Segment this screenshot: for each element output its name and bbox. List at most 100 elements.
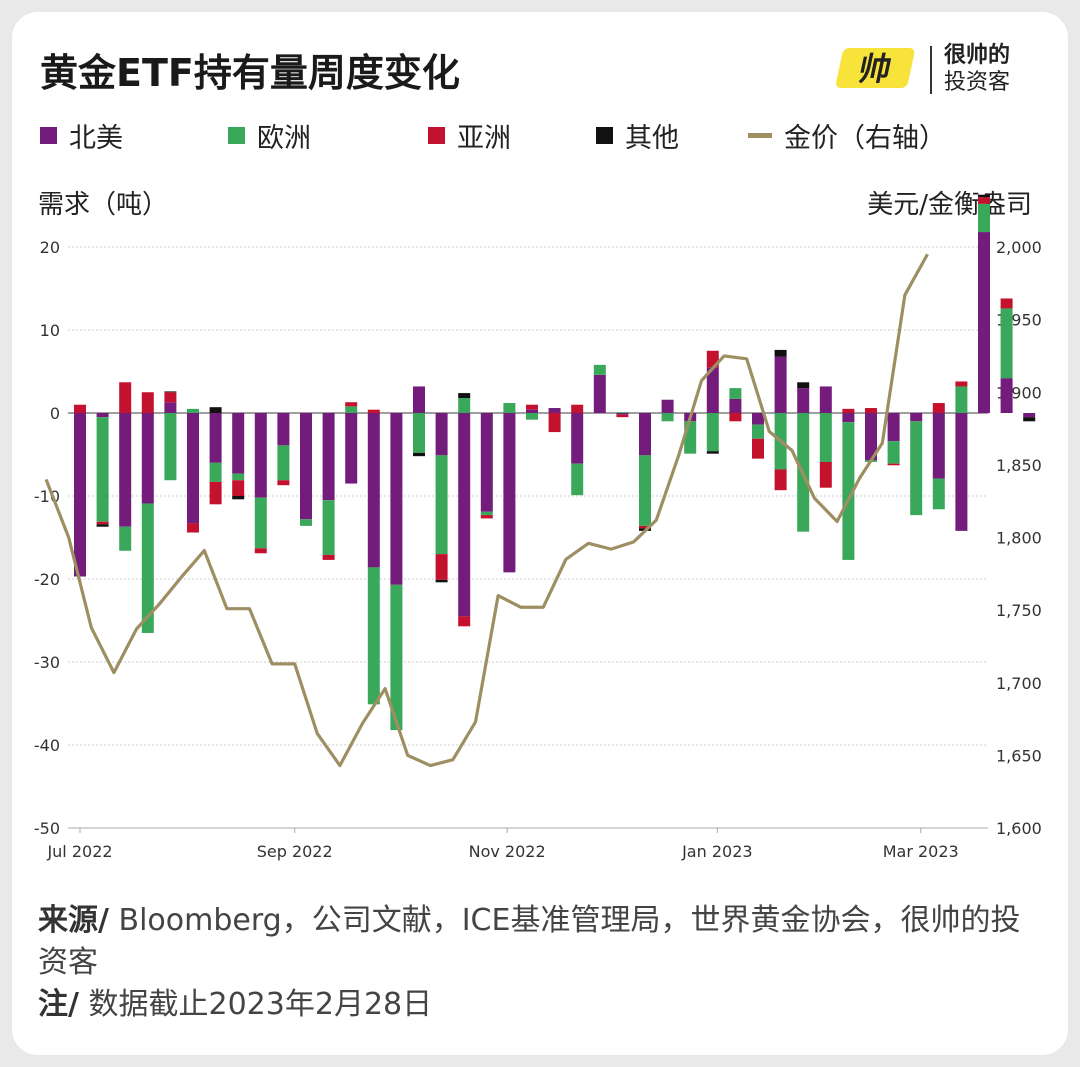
bar-segment [978,194,990,198]
bar-segment [480,413,493,512]
bar-segment [435,554,448,580]
bar-segment [1023,417,1036,422]
right-tick-label: 1,750 [996,601,1042,620]
bar-segment [435,413,448,456]
bar-segment [96,521,109,525]
bar-segment [797,388,810,413]
note-label: 注/ [38,987,79,1022]
brand-name-line2: 投资客 [944,70,1011,95]
bar-segment [164,391,177,393]
bar-segment [616,412,629,413]
right-tick-label: 2,000 [996,238,1042,257]
gold-price-line [44,253,929,768]
legend-line-gold-price [748,133,772,138]
bar-segment [842,408,855,413]
source-text: Bloomberg，公司文献，ICE基准管理局，世界黄金协会，很帅的投资客 [38,903,1021,980]
bar-segment [458,616,471,627]
bar-segment [322,500,335,555]
bar-segment [752,438,764,459]
bar-segment [232,413,245,474]
bar-segment [752,413,764,425]
bar-segment [413,452,425,457]
x-tick-label: Jul 2022 [46,842,112,861]
x-tick-label: Jan 2023 [681,842,752,861]
right-axis-title: 美元/金衡盎司 [867,190,1032,220]
note-line: 注/ 数据截止2023年2月28日 [38,984,1048,1026]
bar-segment [209,407,222,413]
left-axis-title: 需求（吨） [38,190,169,220]
brand-name-line1: 很帅的 [944,43,1011,68]
bar-segment [96,413,109,418]
legend-label-north-america: 北美 [69,123,123,154]
bar-segment [119,413,132,527]
bar-segment [616,414,629,418]
bar-segment [1000,378,1013,413]
bar-segment [887,441,900,464]
legend-swatch-asia [428,127,445,144]
bar-segment [865,413,877,461]
bar-segment [277,413,290,446]
bar-segment [910,413,923,422]
bar-segment [661,413,674,422]
bar-segment [571,413,584,464]
bar-segment [187,413,199,524]
bar-segment [661,399,674,413]
legend-swatch-north-america [40,127,57,144]
legend-item-europe: 欧洲 [228,116,311,155]
bar-segment [526,413,538,420]
bar-segment [367,409,380,413]
bar-segment [458,393,471,399]
bar-segment [526,409,538,413]
left-tick-label: -20 [34,570,60,589]
legend-item-other: 其他 [596,116,679,155]
bar-segment [209,481,222,505]
bar-segment [119,382,132,413]
bar-segment [1000,308,1013,379]
bar-segment [842,422,855,560]
note-text: 数据截止2023年2月28日 [78,987,433,1022]
bar-segment [910,421,923,516]
bar-segment [345,413,358,484]
legend-swatch-other [596,127,613,144]
bar-segment [164,413,177,481]
bar-segment [141,413,154,504]
bar-segment [752,424,764,439]
bar-segment [819,413,832,462]
bar-segment [842,413,855,423]
bar-segment [345,406,358,413]
bar-segment [706,413,719,452]
chart-card: 黄金ETF持有量周度变化 帅 很帅的 投资客 北美 欧洲 亚洲 其他 [12,12,1068,1055]
bar-segment [96,524,109,527]
brand-logo: 帅 很帅的 投资客 [824,36,1044,106]
bar-segment [322,413,335,501]
bar-segment [797,382,810,389]
bar-segment [96,417,109,522]
legend-label-europe: 欧洲 [257,123,311,154]
legend: 北美 欧洲 亚洲 其他 金价（右轴） [40,116,1040,156]
bar-segment [1000,298,1013,309]
bar-segment [254,548,267,554]
bar-segment [74,413,86,577]
bar-segment [887,413,900,442]
bar-segment [571,463,584,496]
bar-segment [480,515,493,519]
left-tick-label: -40 [34,736,60,755]
bar-segment [345,402,358,407]
bar-segment [819,386,832,413]
bar-segment [955,413,968,531]
bar-segment [254,497,267,549]
bar-segment [729,413,742,422]
bar-segment [74,404,86,413]
right-tick-label: 1,850 [996,456,1042,475]
bar-segment [955,381,968,387]
chart-title: 黄金ETF持有量周度变化 [40,51,460,95]
right-tick-label: 1,700 [996,674,1042,693]
bar-segment [774,356,787,413]
bar-segment [300,413,312,520]
x-tick-label: Mar 2023 [883,842,959,861]
bar-segment [616,413,629,415]
bar-segment [593,374,606,413]
bar-segment [232,473,245,481]
bar-segment [367,567,380,705]
bar-segment [593,364,606,375]
